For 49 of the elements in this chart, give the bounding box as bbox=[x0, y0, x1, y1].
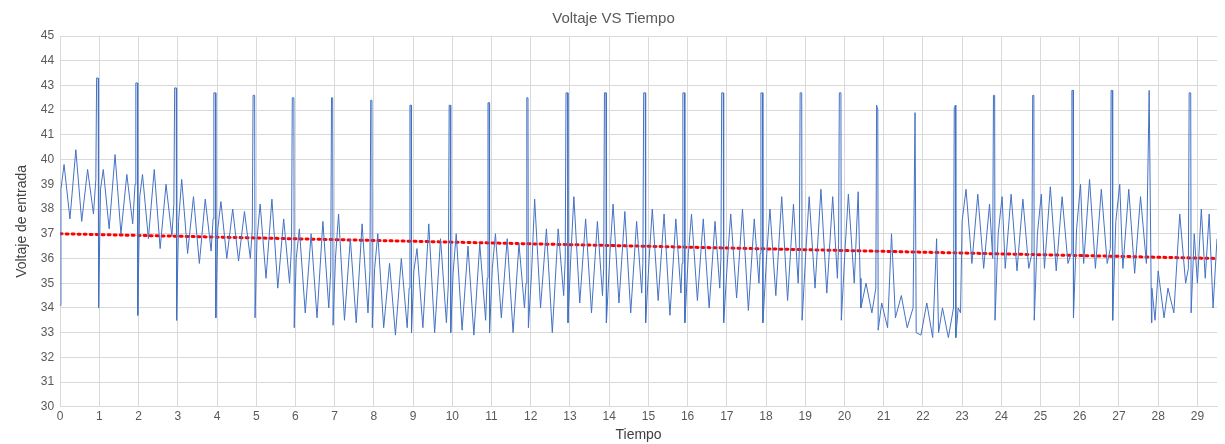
y-tick-label: 42 bbox=[40, 102, 55, 117]
x-tick-label: 28 bbox=[1151, 409, 1166, 424]
y-tick-label: 45 bbox=[40, 28, 55, 43]
x-tick-label: 18 bbox=[759, 409, 774, 424]
y-tick-label: 31 bbox=[40, 374, 55, 389]
x-tick-label: 17 bbox=[720, 409, 734, 424]
x-tick-label: 16 bbox=[680, 409, 695, 424]
y-tick-label: 36 bbox=[40, 250, 55, 265]
x-tick-label: 20 bbox=[837, 409, 852, 424]
y-tick-label: 39 bbox=[40, 176, 55, 191]
y-tick-label: 44 bbox=[40, 53, 55, 68]
y-axis-title: Voltaje de entrada bbox=[13, 164, 30, 278]
y-tick-label: 38 bbox=[40, 201, 55, 216]
x-tick-label: 6 bbox=[292, 409, 300, 424]
x-tick-label: 27 bbox=[1112, 409, 1126, 424]
y-tick-label: 41 bbox=[40, 127, 55, 142]
y-tick-label: 40 bbox=[40, 151, 55, 166]
x-tick-label: 11 bbox=[485, 409, 499, 424]
y-tick-label: 32 bbox=[40, 349, 55, 364]
x-tick-label: 23 bbox=[955, 409, 970, 424]
y-tick-label: 30 bbox=[40, 399, 55, 414]
x-tick-label: 25 bbox=[1033, 409, 1048, 424]
x-tick-label: 8 bbox=[370, 409, 378, 424]
y-tick-label: 37 bbox=[40, 226, 55, 241]
x-tick-label: 10 bbox=[445, 409, 460, 424]
x-tick-label: 2 bbox=[135, 409, 143, 424]
x-tick-label: 4 bbox=[213, 409, 221, 424]
y-tick-label: 35 bbox=[40, 275, 55, 290]
x-axis-title: Tiempo bbox=[615, 426, 662, 443]
x-tick-label: 29 bbox=[1190, 409, 1205, 424]
y-tick-label: 33 bbox=[40, 324, 55, 339]
x-tick-label: 1 bbox=[96, 409, 104, 424]
x-tick-label: 0 bbox=[56, 409, 64, 424]
x-tick-label: 9 bbox=[409, 409, 417, 424]
x-tick-label: 15 bbox=[641, 409, 656, 424]
x-tick-label: 24 bbox=[994, 409, 1009, 424]
x-tick-label: 5 bbox=[252, 409, 260, 424]
x-tick-label: 19 bbox=[798, 409, 813, 424]
x-tick-label: 12 bbox=[524, 409, 538, 424]
x-tick-label: 7 bbox=[331, 409, 339, 424]
x-tick-label: 3 bbox=[174, 409, 182, 424]
x-tick-label: 14 bbox=[602, 409, 617, 424]
x-tick-label: 22 bbox=[916, 409, 930, 424]
chart-title: Voltaje VS Tiempo bbox=[552, 9, 675, 27]
x-tick-label: 13 bbox=[563, 409, 577, 424]
y-tick-label: 34 bbox=[40, 300, 55, 315]
x-tick-label: 26 bbox=[1073, 409, 1087, 424]
x-tick-label: 21 bbox=[876, 409, 891, 424]
y-tick-label: 43 bbox=[40, 77, 55, 92]
